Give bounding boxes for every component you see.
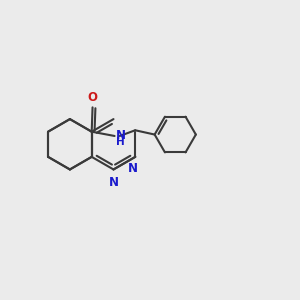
Text: N: N [109,176,119,189]
Text: O: O [88,91,98,104]
Text: H: H [116,137,125,147]
Text: N: N [116,129,126,142]
Text: N: N [128,162,138,175]
